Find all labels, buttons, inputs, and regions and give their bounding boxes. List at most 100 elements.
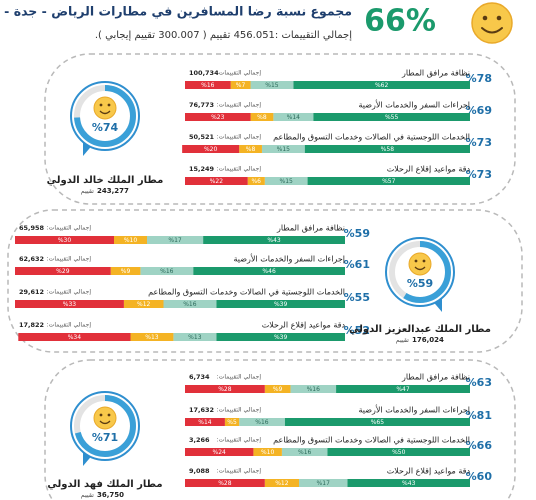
smiley-mouth (99, 110, 111, 115)
section-outline (44, 53, 516, 205)
bar-segment (185, 177, 248, 185)
ring-arc (74, 395, 136, 457)
item-total: 3,266 (189, 436, 210, 444)
item-label: الخدمات اللوجستية في الصالات وخدمات التس… (273, 436, 470, 445)
segment-label: %55 (385, 114, 399, 121)
bar-segment (193, 267, 345, 275)
segment-label: %28 (218, 386, 232, 393)
bar-segment (224, 418, 240, 426)
bar-segment (327, 448, 470, 456)
item-score: %66 (466, 439, 493, 452)
ring-label: %74 (92, 121, 119, 134)
segment-label: %33 (63, 301, 77, 308)
smiley-eye (107, 413, 111, 417)
segment-label: %6 (251, 178, 261, 185)
item-total-label: إجمالي التقييمات: (47, 225, 92, 232)
item-label: دقة مواعيد إقلاع الرحلات (387, 467, 471, 477)
bar-segment (261, 145, 305, 153)
item-total: 17,822 (19, 321, 44, 329)
item-total: 17,632 (189, 406, 214, 414)
item-score: %69 (466, 104, 492, 117)
item-total-label: إجمالي التقييمات: (217, 407, 262, 414)
segment-label: %43 (267, 237, 281, 244)
bar-segment (203, 236, 345, 244)
bar-segment (123, 300, 164, 308)
bar-segment (264, 385, 291, 393)
item-total-label: إجمالي التقييمات: (217, 134, 262, 141)
bar-segment (239, 418, 285, 426)
item-label: إجراءات السفر والخدمات الأرضية (234, 254, 346, 265)
segment-label: %30 (58, 237, 72, 244)
ring-arc (74, 85, 136, 147)
bar-segment (18, 333, 131, 341)
item-total-label: إجمالي التقييمات: (47, 322, 92, 329)
bar-segment (110, 267, 141, 275)
bar-segment (185, 418, 225, 426)
item-total: 62,632 (19, 255, 44, 263)
item-score: %61 (344, 258, 370, 271)
ring-label: %59 (407, 277, 433, 290)
segment-label: %47 (396, 386, 410, 393)
ring-arc (389, 241, 451, 303)
airport-reviews: 176,024 (412, 336, 444, 344)
ring-label: %71 (92, 431, 118, 444)
smiley-eye (422, 259, 426, 263)
header-title: مجموع نسبة رضا المسافرين في مطارات الريا… (0, 4, 352, 20)
bar-segment (185, 479, 265, 487)
bar-segment (216, 333, 345, 341)
segment-label: %39 (274, 301, 288, 308)
item-label: الخدمات اللوجستية في الصالات وخدمات التس… (273, 133, 470, 142)
item-total: 100,734 (189, 69, 219, 77)
segment-label: %10 (124, 237, 138, 244)
item-label: الخدمات اللوجستية في الصالات وخدمات التس… (148, 288, 345, 297)
segment-label: %58 (381, 146, 395, 153)
bar-segment (281, 448, 328, 456)
bar-segment (304, 145, 470, 153)
segment-label: %43 (402, 480, 416, 487)
bar-segment (290, 385, 337, 393)
bar-segment (239, 145, 262, 153)
segment-label: %50 (392, 449, 406, 456)
bar-segment (336, 385, 470, 393)
bar-segment (130, 333, 174, 341)
item-score: %59 (344, 227, 370, 240)
segment-label: %46 (262, 268, 276, 275)
airport-reviews-unit: تقييم (396, 336, 410, 344)
bar-segment (185, 81, 231, 89)
bar-segment (264, 479, 299, 487)
bar-segment (253, 448, 282, 456)
segment-label: %16 (201, 82, 215, 89)
item-score: %73 (466, 136, 492, 149)
bar-segment (264, 177, 308, 185)
segment-label: %57 (382, 178, 396, 185)
item-total: 65,958 (19, 224, 45, 232)
bar-segment (15, 236, 114, 244)
segment-label: %16 (160, 268, 174, 275)
smiley-mouth (99, 420, 111, 425)
smiley-face (408, 252, 432, 276)
bar-segment (284, 418, 470, 426)
item-score: %55 (344, 291, 370, 304)
item-total: 6,734 (189, 373, 210, 381)
item-total: 76,773 (189, 101, 214, 109)
item-total-label: إجمالي التقييمات: (47, 289, 92, 296)
bar-segment (273, 113, 314, 121)
bar-segment (140, 267, 194, 275)
item-score: %78 (466, 72, 492, 85)
bar-segment (313, 113, 470, 121)
smiley-eye (99, 413, 103, 417)
item-total: 15,249 (189, 165, 215, 173)
segment-label: %17 (168, 237, 182, 244)
item-label: نظافة مرافق المطار (401, 373, 470, 382)
smiley-eye (107, 103, 111, 107)
segment-label: %39 (274, 334, 288, 341)
bar-segment (147, 236, 204, 244)
bar-segment (15, 300, 124, 308)
bar-segment (299, 479, 348, 487)
segment-label: %14 (198, 419, 212, 426)
segment-label: %24 (213, 449, 227, 456)
airport-name: مطار الملك فهد الدولي (47, 479, 162, 490)
item-score: %60 (466, 470, 493, 483)
section-outline (7, 209, 523, 353)
